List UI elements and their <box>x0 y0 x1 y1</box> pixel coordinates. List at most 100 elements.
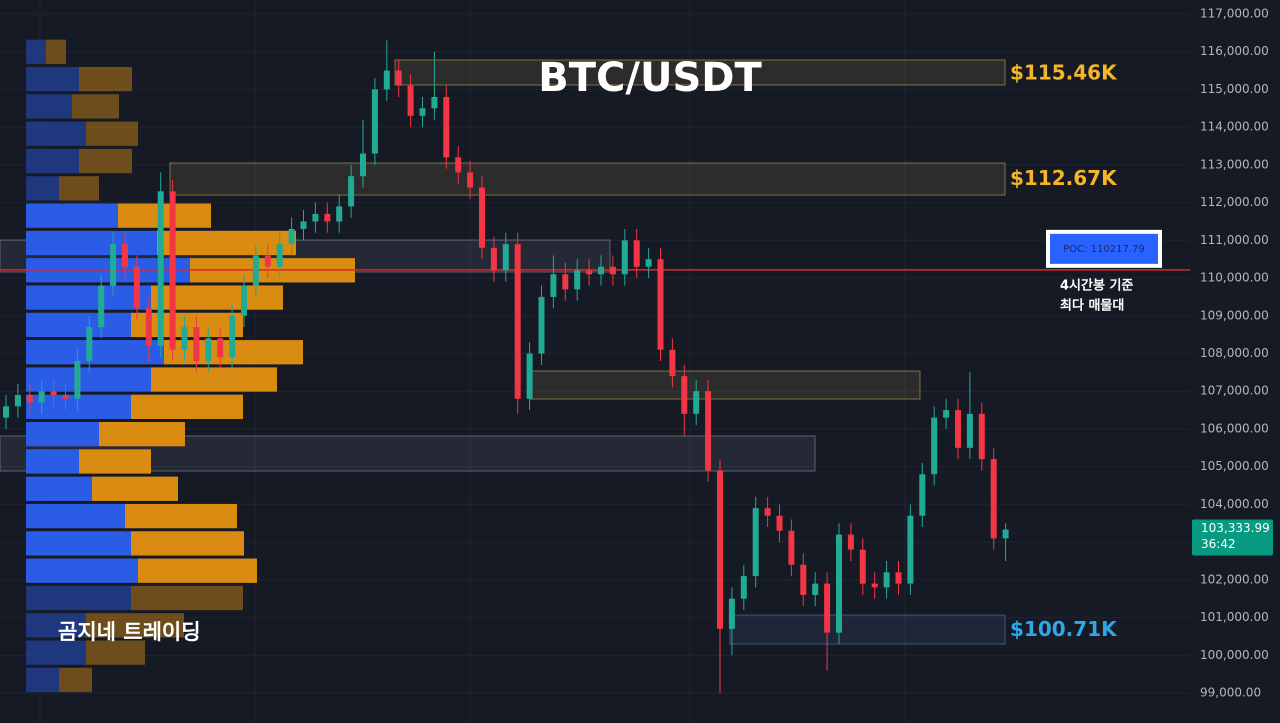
y-tick-label: 102,000.00 <box>1200 572 1269 586</box>
candle-body <box>50 391 57 395</box>
candle-body <box>324 213 331 222</box>
candle-body <box>26 394 33 403</box>
candle-body <box>431 96 438 109</box>
volume-sell <box>46 39 66 64</box>
candle-body <box>836 534 842 633</box>
candle-body <box>966 413 973 448</box>
candle-body <box>859 549 866 584</box>
candle-body <box>467 172 474 188</box>
volume-buy <box>26 39 46 64</box>
volume-sell <box>157 230 296 256</box>
candle-body <box>978 413 985 460</box>
countdown-label: 36:42 <box>1201 537 1236 551</box>
volume-sell <box>99 421 185 447</box>
y-tick-label: 115,000.00 <box>1200 82 1269 96</box>
candle-body <box>110 244 117 286</box>
volume-sell <box>118 203 211 228</box>
volume-sell <box>86 121 138 146</box>
level-label: $100.71K <box>1010 617 1118 641</box>
y-tick-label: 99,000.00 <box>1200 686 1261 700</box>
candle-body <box>407 85 414 116</box>
y-tick-label: 100,000.00 <box>1200 648 1269 662</box>
candle-body <box>348 176 355 207</box>
candle-body <box>574 270 581 290</box>
volume-buy <box>26 449 79 474</box>
candle-body <box>752 508 759 577</box>
candle-body <box>871 583 878 588</box>
candle-body <box>931 417 938 475</box>
candle-body <box>276 244 283 267</box>
y-tick-label: 101,000.00 <box>1200 610 1269 624</box>
candle-body <box>383 70 390 90</box>
volume-buy <box>26 640 86 665</box>
candle-body <box>300 221 307 230</box>
candle-body <box>883 572 890 588</box>
candle-body <box>122 244 128 267</box>
candle-body <box>264 255 271 267</box>
y-tick-label: 114,000.00 <box>1200 120 1269 134</box>
candle-body <box>800 564 807 595</box>
volume-sell <box>138 558 257 583</box>
volume-buy <box>26 340 164 365</box>
candle-body <box>586 270 593 275</box>
candle-body <box>657 259 664 350</box>
volume-sell <box>131 394 243 419</box>
candle-body <box>371 89 378 154</box>
volume-buy <box>26 230 157 256</box>
candle-body <box>479 187 485 248</box>
level-label: $112.67K <box>1010 166 1118 190</box>
volume-sell <box>59 667 92 693</box>
zone <box>529 370 921 400</box>
candle-body <box>443 96 450 158</box>
candle-body <box>74 361 81 399</box>
candle-body <box>681 376 688 414</box>
volume-sell <box>86 640 145 665</box>
volume-buy <box>26 285 151 310</box>
y-tick-label: 106,000.00 <box>1200 421 1269 435</box>
candle-body <box>38 391 45 403</box>
volume-buy <box>26 367 151 392</box>
candle-body <box>241 285 247 316</box>
y-tick-label: 104,000.00 <box>1200 497 1269 511</box>
candle-body <box>1002 529 1009 539</box>
candle-body <box>455 157 462 173</box>
candle-body <box>728 598 735 629</box>
candle-body <box>169 191 176 350</box>
volume-buy <box>26 66 79 92</box>
candle-body <box>895 572 902 584</box>
candle-body <box>514 244 521 399</box>
y-tick-label: 108,000.00 <box>1200 346 1269 360</box>
watermark: 곰지네 트레이딩 <box>58 620 201 644</box>
candle-body <box>86 327 93 362</box>
candle-body <box>776 515 783 531</box>
candle-body <box>490 247 497 271</box>
chart-title: BTC/USDT <box>538 55 762 101</box>
candle-body <box>145 308 152 346</box>
volume-buy <box>26 148 79 174</box>
volume-sell <box>131 531 244 556</box>
y-tick-label: 107,000.00 <box>1200 384 1269 398</box>
volume-buy <box>26 176 59 201</box>
zone <box>169 162 1006 196</box>
y-tick-label: 109,000.00 <box>1200 308 1269 322</box>
candle-body <box>955 410 961 448</box>
candle-body <box>538 296 545 354</box>
volume-sell <box>79 148 132 174</box>
volume-buy <box>26 476 92 501</box>
candle-body <box>824 583 831 633</box>
last-price-label: 103,333.99 <box>1201 521 1270 535</box>
candle-body <box>598 266 604 275</box>
poc-box <box>1050 233 1158 264</box>
candle-body <box>645 259 652 267</box>
volume-buy <box>26 503 125 529</box>
candle-body <box>98 285 105 328</box>
volume-buy <box>26 421 99 447</box>
poc-note: 최다 매물대 <box>1060 297 1124 313</box>
candle-body <box>193 327 200 362</box>
candle-body <box>705 391 712 471</box>
candle-body <box>288 229 295 245</box>
candle-body <box>217 338 224 358</box>
y-tick-label: 117,000.00 <box>1200 6 1269 20</box>
candle-body <box>633 240 640 267</box>
volume-buy <box>26 203 118 228</box>
